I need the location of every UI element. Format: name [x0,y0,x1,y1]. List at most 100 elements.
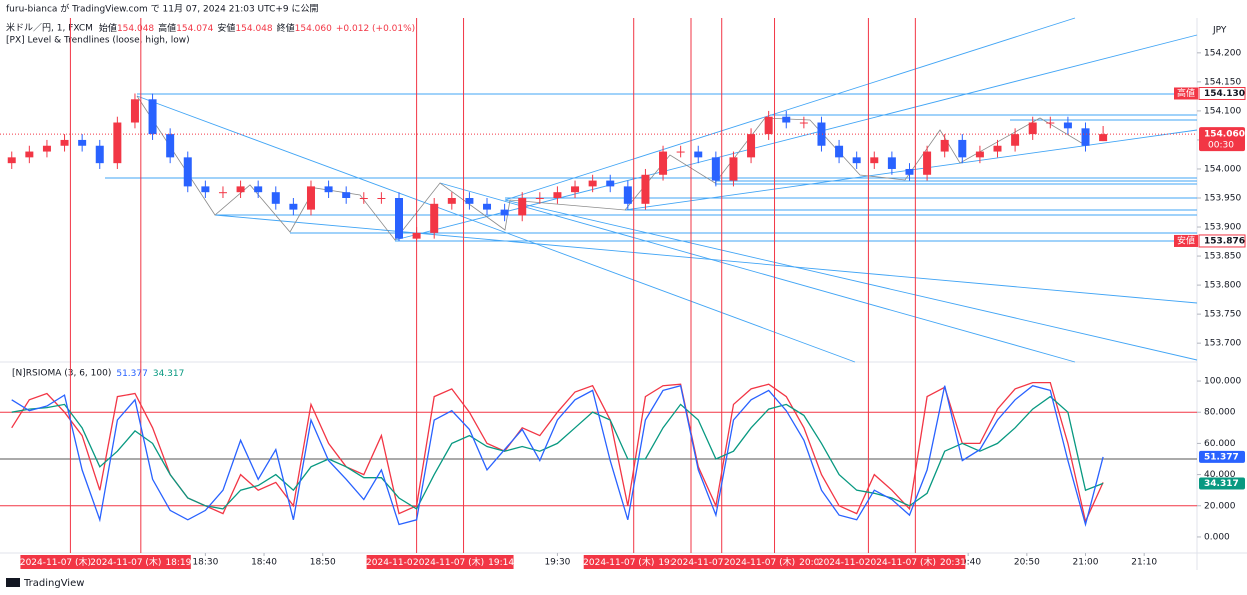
candle-body [271,192,280,204]
candle-body [430,203,439,233]
candle-body [711,157,720,181]
last-price-label: 154.060 [1204,130,1245,140]
candle-body [342,192,351,198]
rsi-title: [N]RSIOMA (3, 6, 100) 51.377 34.317 [12,369,184,379]
marker-label: 2024-11-07 (木) 19:14 [413,556,514,568]
candle-body [254,186,263,193]
candle-body [887,157,896,169]
rsi-legend-value: 51.377 [116,369,148,379]
y-tick-label: 153.900 [1204,223,1241,233]
x-tick-label: 19:30 [544,558,570,568]
rsi-value-label: 51.377 [1204,452,1239,462]
candle-body [148,99,157,135]
marker-label: 2024-11-07 (木) 19:43 [583,556,684,568]
candle-body [306,186,315,210]
candle-body [905,168,914,175]
marker-date: 2024-11-07 (木) [413,556,484,568]
candle-body [553,192,562,198]
ohlc-value: 154.048 [235,24,272,34]
marker-date: 2024-11-07 (木) [20,556,91,568]
y-tick-label: 153.950 [1204,194,1241,204]
y-tick-label: 80.000 [1204,408,1236,418]
price-tag-box [1174,87,1198,100]
candle-body [835,145,844,158]
candle-body [764,116,773,135]
price-label-box [1198,234,1246,248]
candle-body [395,198,403,239]
candle-body [78,139,87,146]
marker-date: 2024-11-07 (木) [865,556,936,568]
candle-body [993,145,1002,152]
price-tag: 安値 [1177,234,1195,246]
ohlc-value: 154.048 [117,24,154,34]
candle-body [975,151,984,158]
ohlc-label: 終値 [277,22,295,34]
candle-body [535,198,544,199]
marker-time: 20:07 [799,558,825,568]
candle-body [7,157,16,164]
candle-body [747,134,756,158]
x-tick-label: 18:40 [251,558,277,568]
price-tag-box [1174,234,1198,247]
x-tick-label: 18:50 [310,558,336,568]
price-label-box [1198,86,1246,100]
candle-body [799,122,808,124]
change: +0.012 (+0.01%) [336,24,415,34]
pane-borders [0,18,1247,570]
candle-body [729,157,738,181]
candle-body [359,198,368,199]
candle-body [782,116,791,123]
candle-body [218,192,227,194]
candle-body [483,203,492,210]
candle-body [412,232,421,239]
marker-box [413,555,514,569]
candle-body [95,145,104,164]
marker-box [724,555,825,569]
indicator: [PX] Level & Trendlines (loose, high, lo… [6,36,190,46]
candle-body [183,157,192,187]
price-label: 154.130 [1204,89,1245,99]
rsi-value-box [1199,477,1245,490]
candle-body [42,145,51,152]
y-tick-label: 153.750 [1204,310,1241,320]
price-label: 153.876 [1204,236,1245,246]
marker-time: 19:43 [658,558,684,568]
candle-body [870,157,879,164]
price-tag: 高値 [1177,87,1195,99]
candle-body [623,186,632,204]
marker-label: 2024-11-07 (木) 18:19 [90,556,191,568]
candle-body [940,139,949,152]
candle-body [377,198,386,199]
marker-label: 2024-11-07 (木) 20:07 [724,556,825,568]
marker-time: 19:14 [488,558,514,568]
ohlc-label: 高値 [158,22,176,34]
y-tick-label: 153.700 [1204,339,1241,349]
marker-time: 18:19 [165,558,191,568]
candle-body [289,203,298,210]
marker-date: 2024-11-07 (木) [583,556,654,568]
y-tick-label: 20.000 [1204,501,1236,511]
candle-body [166,134,175,158]
candle-body [1063,122,1072,129]
y-tick-label: 154.000 [1204,164,1241,174]
candle-body [852,157,861,164]
candle-body [571,186,580,193]
y-tick-label: 0.000 [1204,532,1230,542]
rsi-legend-value: 34.317 [153,369,185,379]
countdown: 00:30 [1208,141,1234,151]
marker-box [865,555,966,569]
ohlc-value: 154.060 [295,24,332,34]
zigzag [136,95,1086,241]
candle-body [606,180,615,187]
y-tick-label: 154.150 [1204,77,1241,87]
candle-body [923,151,932,175]
x-tick-label: 18:30 [192,558,218,568]
candle-body [518,198,527,216]
candle-body [113,122,122,164]
currency: JPY [1212,26,1227,36]
ohlc-label: 安値 [217,22,235,34]
publisher: furu-bianca が TradingView.com で 11月 07, … [6,3,319,15]
candle-body [1028,122,1037,135]
